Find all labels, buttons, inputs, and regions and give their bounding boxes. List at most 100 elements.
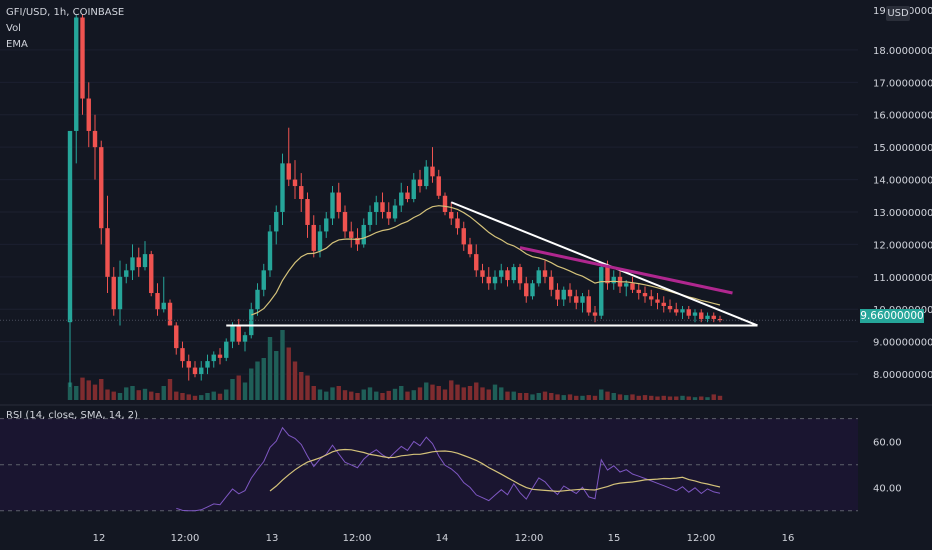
candle	[424, 166, 429, 187]
volume-bar	[517, 393, 523, 400]
candle	[349, 231, 354, 238]
time-axis-label: 12:00	[687, 533, 716, 544]
candle	[605, 267, 610, 284]
volume-bar	[330, 387, 335, 400]
candle	[367, 211, 373, 225]
candle	[430, 166, 435, 177]
candle	[542, 270, 548, 277]
grid-layer	[0, 49, 932, 406]
candle	[392, 205, 398, 219]
rsi-axis-label: 60.00	[873, 438, 902, 449]
volume-bar	[224, 389, 229, 400]
candle	[186, 361, 191, 368]
rsi-layer	[0, 418, 858, 512]
volume-bar	[549, 393, 554, 400]
volume-bar	[274, 351, 279, 400]
candle	[630, 283, 635, 290]
candle	[130, 257, 135, 271]
volume-bar	[436, 386, 441, 400]
candle	[180, 348, 185, 362]
volume-bar	[536, 393, 541, 400]
price-axis-label: 9.00000000	[873, 338, 932, 349]
candle	[536, 270, 541, 284]
volume-bar	[67, 382, 73, 400]
volume-bar	[511, 391, 516, 400]
candle	[442, 195, 448, 212]
candle	[67, 130, 73, 323]
rsi-axis-label: 40.00	[873, 484, 902, 495]
candle	[649, 296, 654, 300]
candle	[111, 276, 116, 310]
candle	[705, 315, 710, 319]
vol-label: Vol	[6, 23, 21, 34]
price-axis-label: 8.00000000	[873, 370, 932, 381]
rsi-legend: RSI (14, close, SMA, 14, 2)	[6, 410, 139, 421]
volume-bar	[267, 337, 273, 400]
currency-badge[interactable]: USD	[886, 6, 910, 21]
candle	[624, 283, 629, 287]
time-axis-label: 12:00	[515, 533, 544, 544]
candle	[205, 361, 210, 368]
candle	[224, 341, 229, 358]
volume-bar	[255, 361, 260, 400]
candle	[299, 186, 304, 200]
candle	[149, 254, 154, 294]
volume-bar	[555, 394, 560, 400]
price-axis-label: 15.00000000	[873, 143, 932, 154]
candle	[380, 202, 385, 212]
candle	[592, 312, 598, 316]
overlays-layer	[0, 201, 858, 327]
volume-bar	[105, 389, 110, 400]
volume-bar	[149, 391, 154, 400]
volume-bar	[236, 375, 241, 400]
price-axis-label: 12.00000000	[873, 240, 932, 251]
volume-bar	[617, 394, 623, 400]
ema-line	[251, 205, 721, 316]
volume-bar	[192, 395, 198, 400]
volume-bar	[230, 379, 235, 400]
current-price-badge: 9.66000000	[860, 309, 924, 323]
candles-layer	[67, 14, 723, 388]
volume-bar	[174, 391, 179, 400]
candle	[711, 315, 716, 319]
candle	[274, 211, 279, 232]
candle	[267, 231, 273, 271]
price-axis-label: 16.00000000	[873, 111, 932, 122]
volume-bar	[655, 396, 660, 400]
magenta-trendline	[519, 246, 733, 295]
volume-bar	[342, 390, 348, 400]
volume-bar	[661, 395, 666, 400]
volume-bar	[567, 394, 573, 400]
volume-bar	[505, 391, 510, 400]
candle	[342, 211, 348, 232]
volume-bar	[486, 389, 491, 400]
candle	[411, 179, 416, 200]
volume-bar	[449, 380, 454, 400]
volume-bar	[642, 395, 648, 400]
volume-bar	[286, 347, 291, 400]
candle	[136, 257, 141, 268]
volume-bar	[686, 396, 691, 400]
candle	[461, 228, 466, 245]
symbol-title: GFI/USD, 1h, COINBASE	[6, 7, 125, 18]
candle	[599, 267, 604, 316]
volume-bar	[367, 387, 373, 400]
candle	[449, 211, 454, 219]
candle	[86, 98, 91, 131]
candle	[517, 267, 523, 284]
time-axis-label: 14	[436, 533, 449, 544]
volume-bar	[424, 382, 429, 400]
volume-bar	[455, 384, 460, 400]
volume-bar	[699, 396, 704, 400]
candle	[199, 367, 204, 375]
candle	[336, 192, 341, 212]
candle	[642, 293, 648, 297]
candle	[611, 276, 616, 284]
volume-bar	[717, 395, 723, 400]
volume-bar	[586, 395, 591, 400]
volume-bar	[136, 390, 141, 400]
candle	[286, 163, 291, 180]
volume-bar	[124, 387, 129, 400]
volume-bar	[86, 380, 91, 400]
